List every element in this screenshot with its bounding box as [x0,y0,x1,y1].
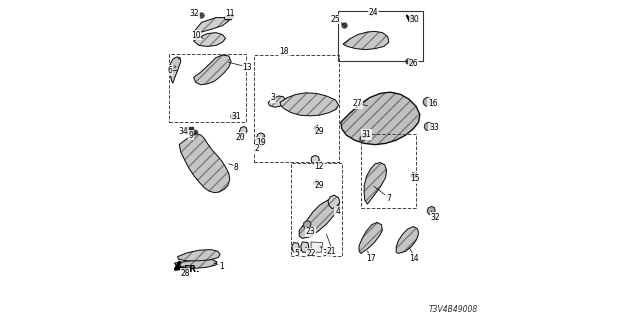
Polygon shape [428,206,435,215]
Text: 26: 26 [409,60,419,68]
Text: 20: 20 [236,133,246,142]
Polygon shape [396,227,419,253]
Text: 35: 35 [323,249,333,258]
Polygon shape [311,242,323,252]
Text: 10: 10 [191,31,201,40]
Text: 1: 1 [219,262,224,271]
Polygon shape [424,122,432,131]
Text: 21: 21 [326,247,336,256]
Text: FR.: FR. [183,265,200,274]
Text: 11: 11 [226,9,235,18]
Text: 24: 24 [369,8,379,17]
Polygon shape [328,195,340,209]
Text: 31: 31 [361,130,371,139]
Polygon shape [300,199,339,238]
Text: 8: 8 [234,163,239,172]
Polygon shape [343,31,388,50]
Text: 3: 3 [270,93,275,102]
Polygon shape [359,222,383,253]
Polygon shape [193,18,229,32]
Text: 27: 27 [353,100,363,108]
Text: 15: 15 [410,174,420,183]
Text: 6: 6 [168,66,173,75]
Text: 18: 18 [279,47,288,56]
Text: 7: 7 [386,194,391,203]
Polygon shape [280,93,339,116]
Polygon shape [340,92,420,145]
Text: 12: 12 [315,162,324,171]
Bar [338,11,423,61]
Text: 34: 34 [179,127,189,136]
Text: 19: 19 [256,138,266,147]
Polygon shape [239,126,247,137]
Polygon shape [292,243,300,252]
Text: 31: 31 [231,112,241,121]
Text: 5: 5 [294,249,300,258]
Text: T3V4B49008: T3V4B49008 [429,305,479,314]
Text: 13: 13 [242,63,252,72]
Polygon shape [193,33,226,46]
Polygon shape [193,55,231,85]
Polygon shape [254,138,263,147]
Text: 23: 23 [305,228,316,236]
Text: 2: 2 [254,144,259,153]
Polygon shape [174,259,217,268]
Polygon shape [311,156,319,164]
Polygon shape [224,14,234,20]
Text: 30: 30 [410,15,420,24]
Polygon shape [301,242,309,252]
Text: 33: 33 [429,124,439,132]
Polygon shape [178,250,220,261]
Polygon shape [268,96,285,107]
Text: 25: 25 [330,15,340,24]
Polygon shape [257,133,265,141]
Polygon shape [170,57,181,83]
Polygon shape [423,97,431,106]
Text: 29: 29 [314,181,324,190]
Polygon shape [303,221,311,229]
Polygon shape [179,134,230,193]
Text: 14: 14 [409,254,419,263]
Polygon shape [364,163,387,204]
Text: 4: 4 [335,207,340,216]
Text: 32: 32 [430,213,440,222]
Text: 16: 16 [428,99,438,108]
Text: 29: 29 [314,127,324,136]
Text: 32: 32 [189,9,200,18]
Text: 17: 17 [365,254,376,263]
Text: 28: 28 [180,269,189,278]
Text: 9: 9 [189,131,193,140]
Text: 22: 22 [307,249,316,258]
